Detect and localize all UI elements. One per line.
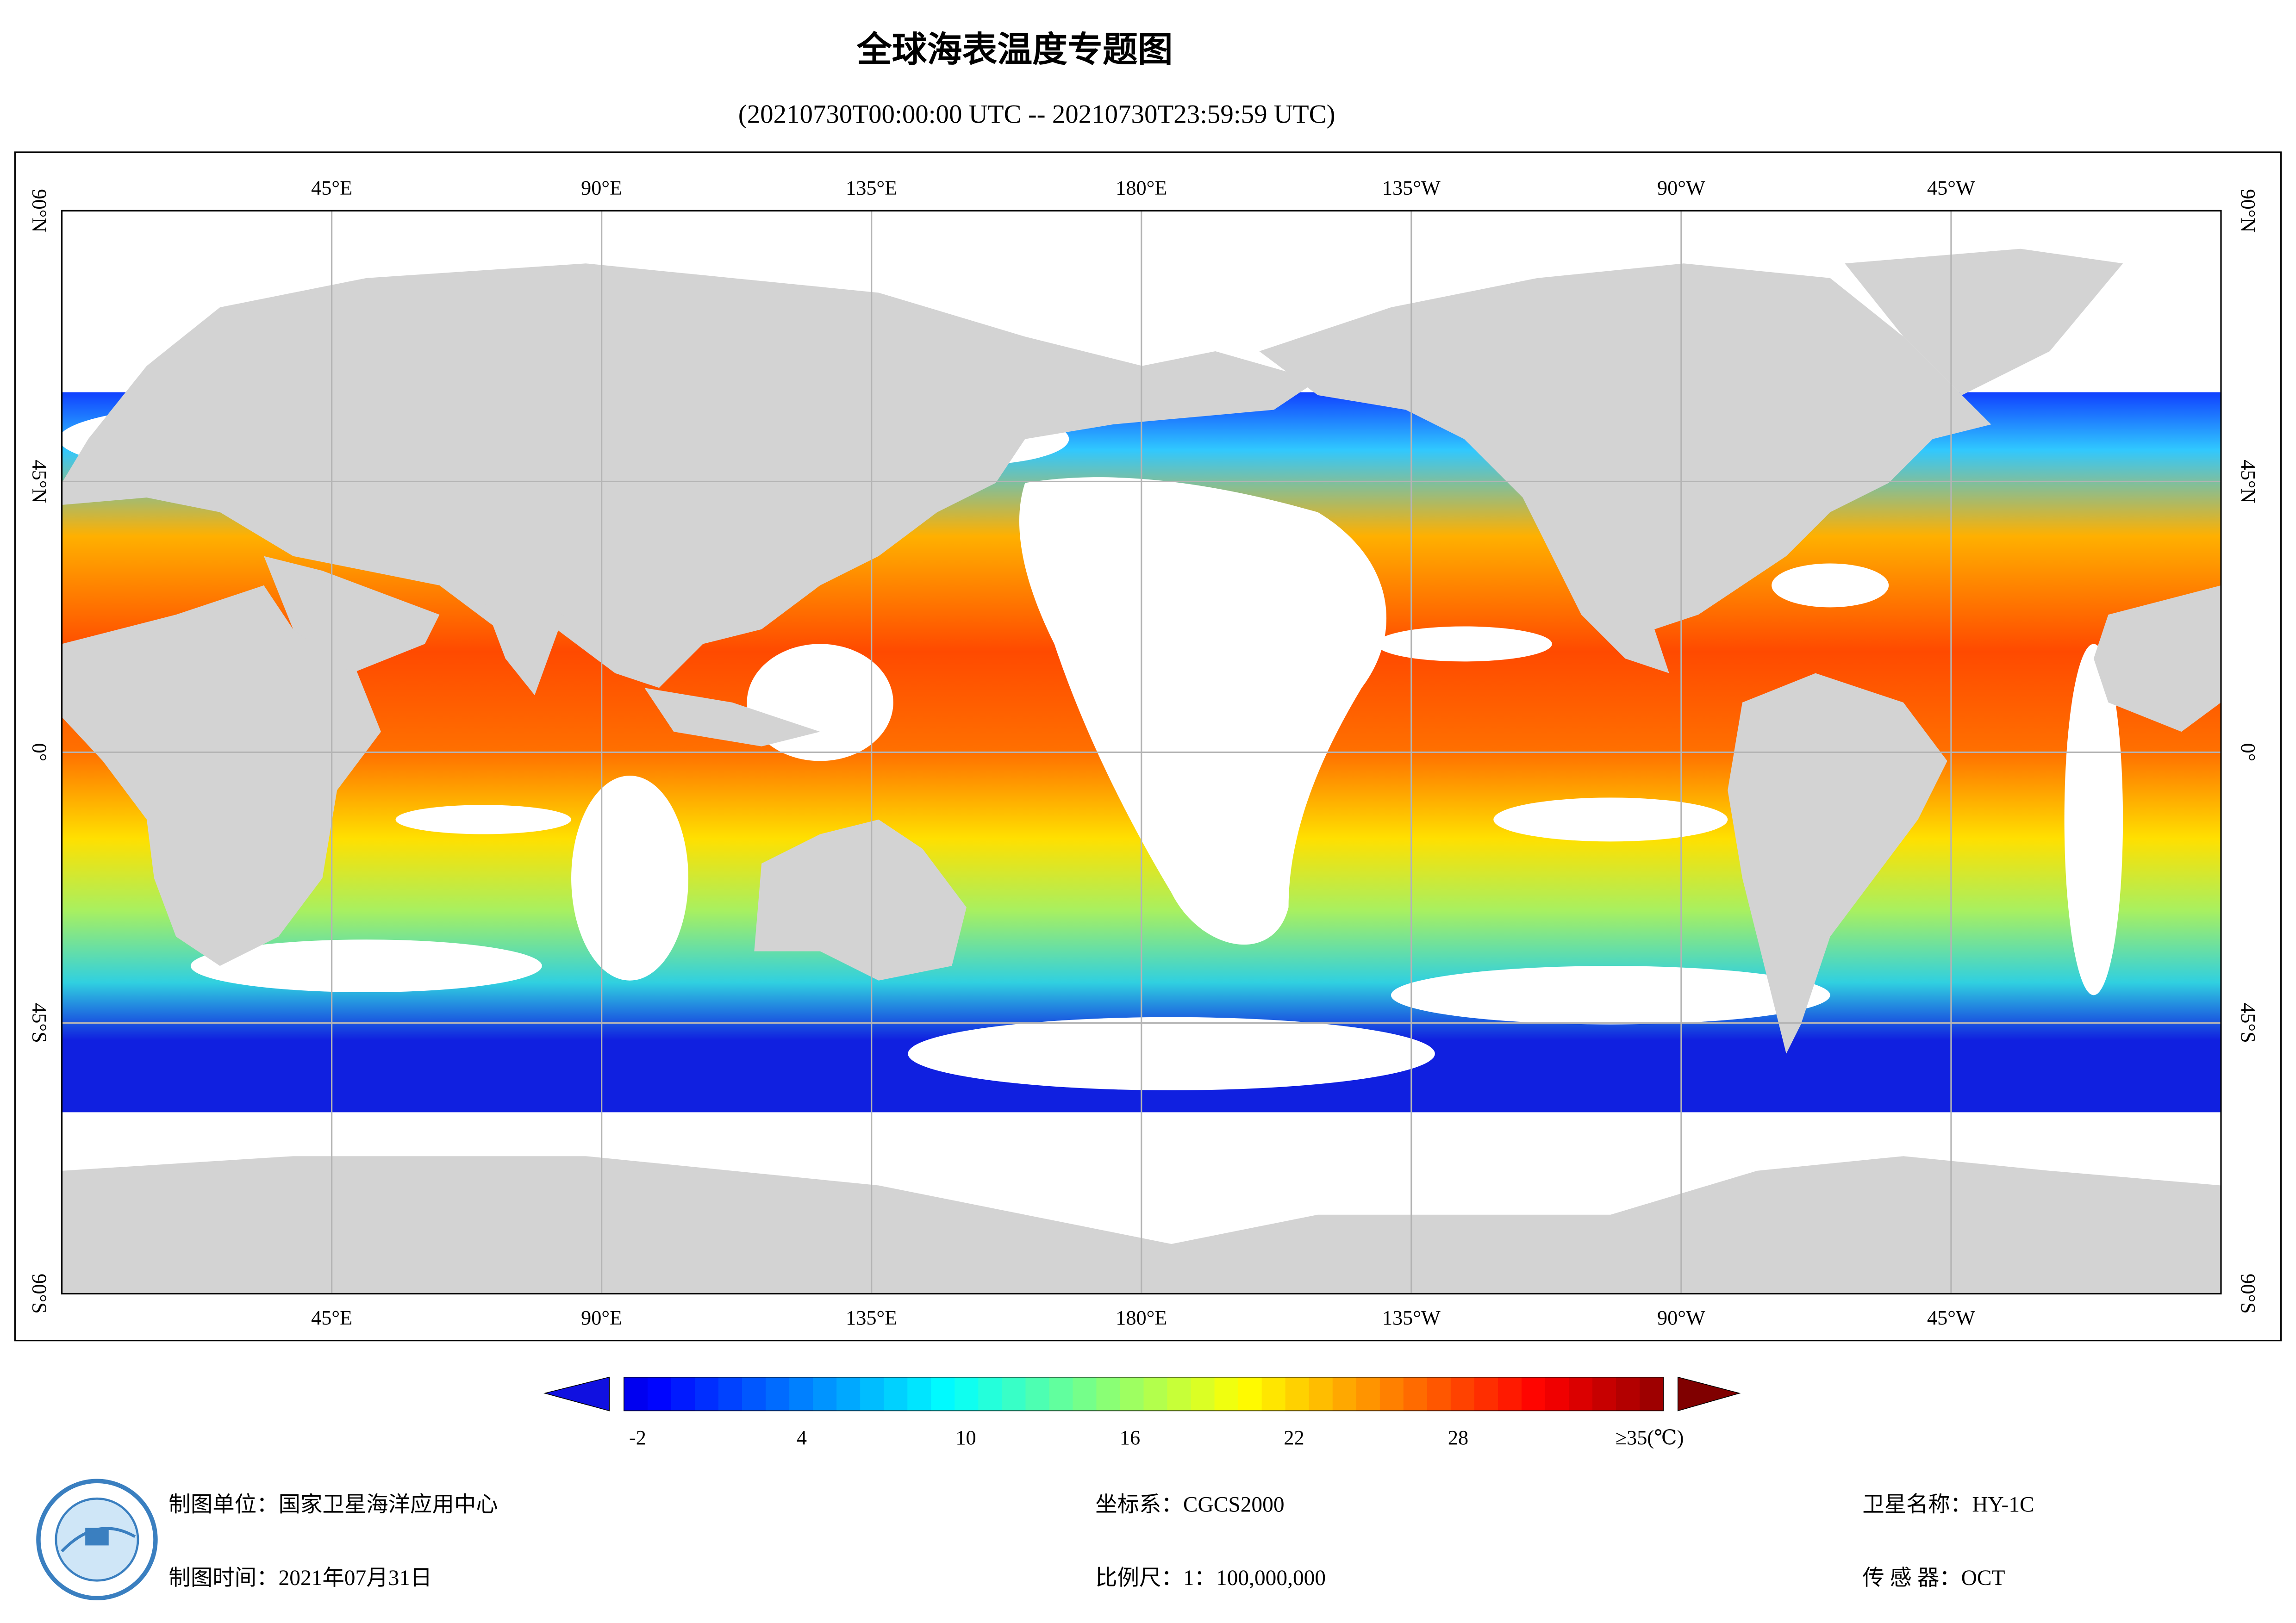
colorbar-cell [647, 1377, 672, 1411]
footer-unit: 制图单位：国家卫星海洋应用中心 [168, 1493, 498, 1517]
lon-label-top: 180°E [1116, 177, 1167, 199]
colorbar-cell [931, 1377, 955, 1411]
colorbar-tick-label: 28 [1448, 1426, 1468, 1449]
colorbar-cell [978, 1377, 1003, 1411]
colorbar-cell [1545, 1377, 1569, 1411]
colorbar-tick-label: 16 [1120, 1426, 1140, 1449]
lon-label-bottom: 90°E [581, 1306, 622, 1329]
map-frame [61, 210, 2222, 1295]
colorbar-cell [884, 1377, 908, 1411]
footer-date: 制图时间：2021年07月31日 [168, 1566, 432, 1590]
lat-label-left: 0° [28, 743, 50, 762]
footer-scale: 比例尺：1：100,000,000 [1095, 1566, 1326, 1590]
footer-sensor: 传 感 器：OCT [1862, 1566, 2005, 1590]
colorbar-cell [907, 1377, 932, 1411]
lat-label-right: 45°N [2237, 460, 2259, 503]
colorbar-tick-label: 10 [955, 1426, 976, 1449]
colorbar-cell [1261, 1377, 1286, 1411]
frame [14, 151, 2282, 1342]
title: 全球海表温度专题图 [856, 29, 1173, 70]
colorbar-tick-label: 4 [797, 1426, 807, 1449]
subtitle: (20210730T00:00:00 UTC -- 20210730T23:59… [738, 100, 1335, 129]
colorbar-cell [1285, 1377, 1310, 1411]
colorbar-cell [1167, 1377, 1192, 1411]
lon-label-bottom: 135°W [1382, 1306, 1441, 1329]
lon-label-bottom: 45°E [311, 1306, 352, 1329]
colorbar-cell [860, 1377, 885, 1411]
colorbar-cell [836, 1377, 861, 1411]
lat-label-left: 90°S [28, 1274, 50, 1314]
colorbar-cell [1143, 1377, 1168, 1411]
colorbar-cell [1592, 1377, 1617, 1411]
colorbar-cell [1521, 1377, 1546, 1411]
colorbar-cell [1474, 1377, 1498, 1411]
colorbar-cell [1332, 1377, 1357, 1411]
colorbar-cell [694, 1377, 719, 1411]
colorbar-cell [1450, 1377, 1475, 1411]
colorbar-cell [789, 1377, 814, 1411]
lon-label-top: 90°E [581, 177, 622, 199]
colorbar-cell [766, 1377, 790, 1411]
colorbar-over [1677, 1376, 1741, 1412]
colorbar-cell [1309, 1377, 1333, 1411]
lat-label-right: 45°S [2237, 1003, 2259, 1043]
colorbar-cell [742, 1377, 767, 1411]
colorbar-cell [1379, 1377, 1404, 1411]
lon-label-bottom: 135°E [846, 1306, 897, 1329]
lon-label-top: 135°W [1382, 177, 1441, 199]
logo [36, 1479, 158, 1600]
colorbar-cell [1238, 1377, 1262, 1411]
colorbar-cell [1640, 1377, 1664, 1411]
colorbar-cell [1497, 1377, 1522, 1411]
lon-label-top: 135°E [846, 177, 897, 199]
lon-label-top: 45°E [311, 177, 352, 199]
colorbar-cell [671, 1377, 695, 1411]
colorbar-cell [1049, 1377, 1073, 1411]
colorbar-cell [1356, 1377, 1380, 1411]
map-body [62, 249, 2221, 1294]
lon-label-top: 45°W [1927, 177, 1975, 199]
colorbar-cell [1214, 1377, 1239, 1411]
footer-satellite: 卫星名称：HY-1C [1862, 1493, 2034, 1517]
lat-label-left: 45°S [28, 1003, 50, 1043]
colorbar-cell [1025, 1377, 1050, 1411]
colorbar-cell [718, 1377, 742, 1411]
colorbar-cell [1096, 1377, 1121, 1411]
colorbar-cell [624, 1377, 648, 1411]
lat-label-left: 90°N [28, 189, 50, 232]
colorbar-cell [1073, 1377, 1097, 1411]
footer-crs: 坐标系：CGCS2000 [1095, 1493, 1284, 1517]
lat-label-right: 90°N [2237, 189, 2259, 232]
colorbar-cell [1002, 1377, 1026, 1411]
colorbar-frame [624, 1376, 1664, 1412]
colorbar-tick-label: ≥35(℃) [1616, 1426, 1684, 1449]
colorbar-cell [1616, 1377, 1641, 1411]
colorbar-tick-label: -2 [629, 1426, 646, 1449]
colorbar-cell [1403, 1377, 1428, 1411]
colorbar-cell [955, 1377, 979, 1411]
lon-label-bottom: 45°W [1927, 1306, 1975, 1329]
colorbar-cell [813, 1377, 837, 1411]
lon-label-bottom: 90°W [1657, 1306, 1705, 1329]
colorbar: -2 4 10 16 22 28 ≥35(℃) [543, 1376, 1741, 1449]
colorbar-cell [1191, 1377, 1215, 1411]
lat-label-left: 45°N [28, 460, 50, 503]
colorbar-tick-label: 22 [1284, 1426, 1304, 1449]
lon-label-top: 90°W [1657, 177, 1705, 199]
colorbar-cell [1569, 1377, 1593, 1411]
colorbar-cell [1427, 1377, 1451, 1411]
colorbar-under [543, 1376, 610, 1412]
lat-label-right: 90°S [2237, 1274, 2259, 1314]
lon-label-bottom: 180°E [1116, 1306, 1167, 1329]
colorbar-cell [1120, 1377, 1144, 1411]
lat-label-right: 0° [2237, 743, 2259, 762]
